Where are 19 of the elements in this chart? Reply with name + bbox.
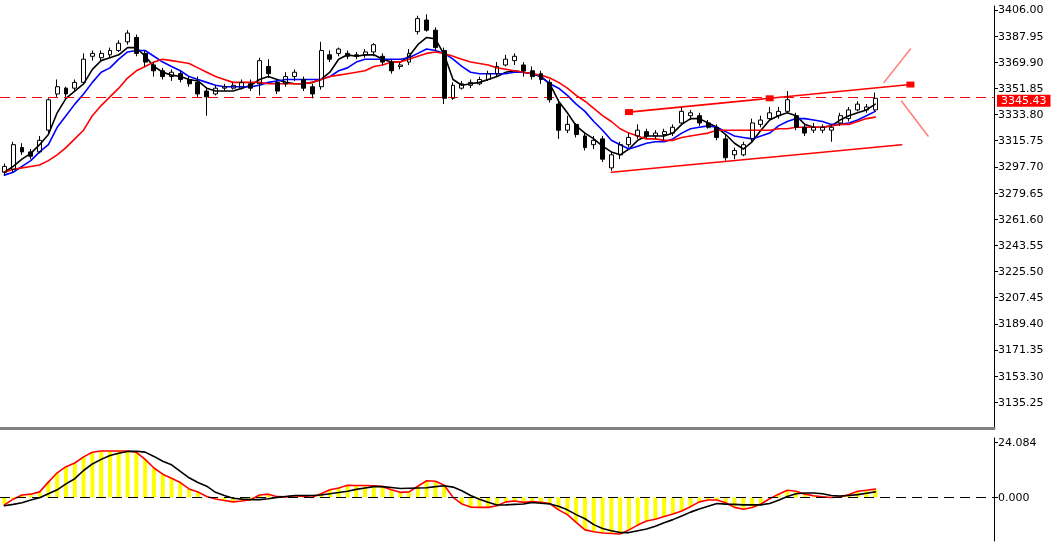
y-tick-label: 3387.95: [998, 29, 1044, 43]
y-tick-label: 0.000: [998, 490, 1030, 504]
y-tick-label: 3225.50: [998, 264, 1044, 278]
y-tick-label: 3243.55: [998, 238, 1044, 252]
y-tick-label: 3351.85: [998, 81, 1044, 95]
y-tick-label: 3315.75: [998, 134, 1044, 148]
ref-line-label: 3345.43: [1001, 94, 1047, 108]
y-tick-label: 3297.70: [998, 160, 1044, 174]
y-tick-label: 3135.25: [998, 395, 1044, 409]
y-tick-label: 3279.65: [998, 186, 1044, 200]
y-tick-label: 3171.35: [998, 343, 1044, 357]
y-tick-label: 3333.80: [998, 108, 1044, 122]
y-tick-label: 3369.90: [998, 55, 1044, 69]
y-tick-label: 3153.30: [998, 369, 1044, 383]
y-tick-label: 3406.00: [998, 3, 1044, 17]
y-tick-label: 24.084: [998, 436, 1037, 450]
y-tick-label: 3261.60: [998, 212, 1044, 226]
y-tick-label: 3207.45: [998, 291, 1044, 305]
y-tick-label: 3189.40: [998, 317, 1044, 331]
